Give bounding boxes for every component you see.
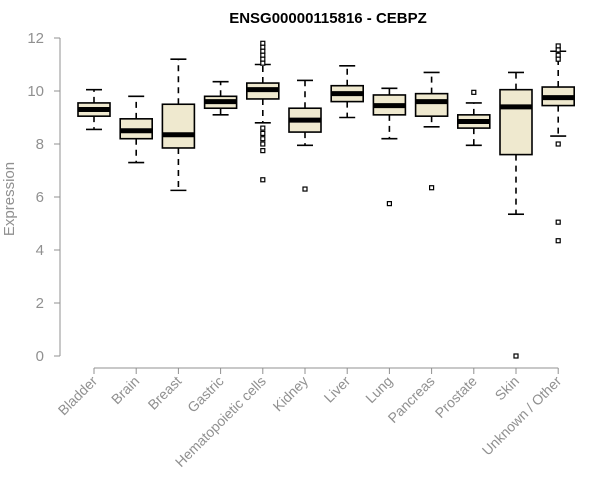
outlier-point bbox=[260, 141, 266, 147]
box-group bbox=[414, 71, 449, 191]
outlier-point bbox=[429, 185, 435, 191]
box-group bbox=[161, 58, 196, 192]
outlier-point bbox=[260, 130, 266, 136]
y-tick-label: 0 bbox=[36, 348, 44, 365]
outlier-point bbox=[302, 186, 308, 192]
y-axis: 0 2 4 6 8 10 12 bbox=[27, 30, 61, 365]
outlier-point bbox=[555, 47, 561, 53]
x-tick-label: Brain bbox=[108, 373, 142, 407]
x-tick-label: Lung bbox=[362, 373, 395, 406]
x-tick-label: Liver bbox=[321, 373, 354, 406]
x-tick-label: Breast bbox=[145, 373, 185, 413]
box-group bbox=[203, 80, 238, 116]
box-group bbox=[288, 79, 322, 192]
outlier-point bbox=[555, 219, 561, 225]
outlier-point bbox=[555, 56, 561, 62]
outlier-point bbox=[260, 125, 266, 131]
outlier-point bbox=[555, 141, 561, 147]
x-tick-label: Bladder bbox=[55, 373, 101, 419]
iqr-box bbox=[161, 103, 196, 149]
y-tick-label: 10 bbox=[27, 83, 44, 100]
outlier-point bbox=[260, 177, 266, 183]
outlier-point bbox=[471, 89, 477, 95]
box-group bbox=[372, 87, 407, 207]
y-tick-label: 12 bbox=[27, 30, 44, 47]
x-tick-label: Pancreas bbox=[385, 373, 438, 426]
outlier-point bbox=[260, 60, 266, 66]
chart-title: ENSG00000115816 - CEBPZ bbox=[229, 10, 427, 27]
plot-area bbox=[77, 40, 576, 359]
y-tick-label: 8 bbox=[36, 136, 44, 153]
box-group bbox=[246, 40, 280, 183]
y-tick-label: 4 bbox=[36, 242, 44, 259]
iqr-box bbox=[499, 88, 533, 156]
box-group bbox=[456, 89, 491, 147]
y-tick-label: 2 bbox=[36, 295, 44, 312]
box-group bbox=[499, 71, 533, 359]
box-group bbox=[119, 95, 153, 164]
y-axis-label: Expression bbox=[1, 162, 18, 236]
box-group bbox=[330, 65, 365, 119]
iqr-box bbox=[414, 92, 449, 117]
x-tick-label: Skin bbox=[492, 373, 523, 404]
x-tick-label: Unknown / Other bbox=[479, 373, 565, 459]
box-group bbox=[77, 88, 111, 131]
outlier-point bbox=[386, 201, 392, 207]
outlier-point bbox=[513, 353, 519, 359]
box-group bbox=[541, 43, 576, 244]
x-tick-label: Kidney bbox=[270, 373, 312, 415]
y-tick-label: 6 bbox=[36, 189, 44, 206]
outlier-point bbox=[260, 148, 266, 154]
x-tick-label: Prostate bbox=[432, 373, 480, 421]
outlier-point bbox=[260, 136, 266, 142]
outlier-point bbox=[555, 238, 561, 244]
